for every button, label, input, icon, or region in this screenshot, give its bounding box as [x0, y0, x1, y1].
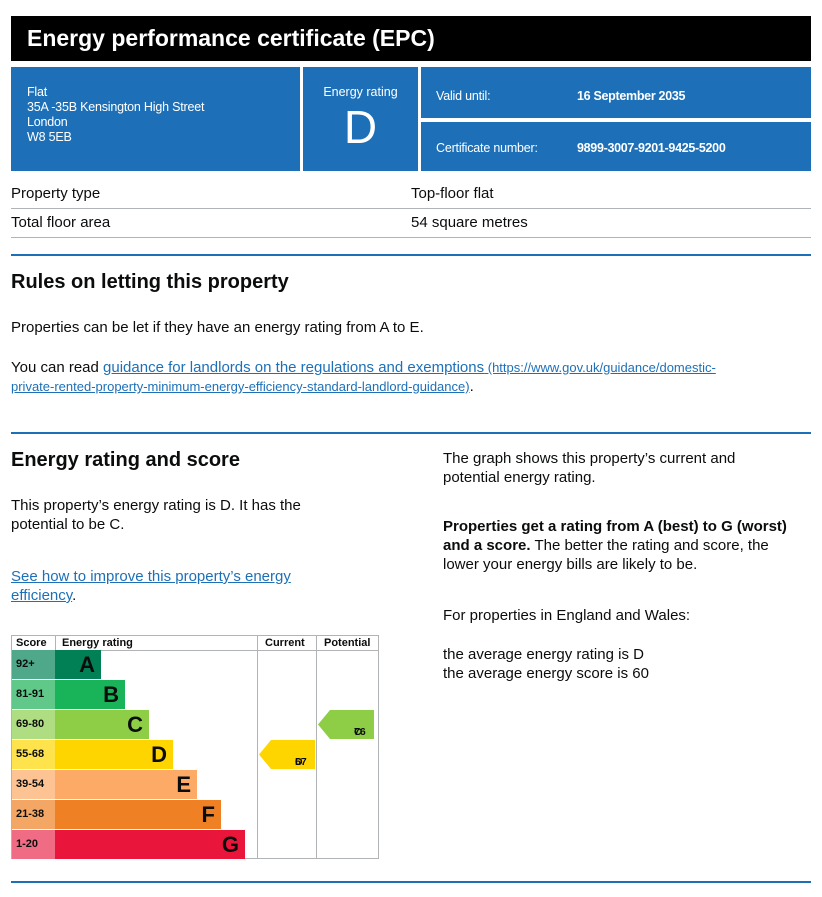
current-rating-arrow: 67 D	[259, 740, 315, 769]
landlord-guidance-link-text[interactable]: guidance for landlords on the regulation…	[103, 359, 485, 376]
rules-heading: Rules on letting this property	[11, 271, 289, 293]
average-score-line: the average energy score is 60	[443, 665, 649, 682]
band-letter-e: E	[176, 772, 191, 797]
rating-info-bold-1: Properties get a rating from A (best) to…	[443, 518, 787, 535]
floor-area-value: 54 square metres	[411, 214, 528, 231]
floor-area-label: Total floor area	[11, 214, 111, 231]
certificate-number-box: Certificate number: 9899-3007-9201-9425-…	[421, 122, 811, 171]
address-line-4: W8 5EB	[27, 130, 72, 144]
landlord-guidance-url-1[interactable]: (https://www.gov.uk/guidance/domestic-	[484, 360, 716, 375]
graph-explanation-line-1: The graph shows this property’s current …	[443, 450, 736, 467]
rating-info-bold-2: and a score.	[443, 537, 531, 554]
energy-rating-label: Energy rating	[323, 85, 398, 99]
current-rating-score: 67	[295, 756, 307, 768]
graph-header-divider	[12, 650, 378, 651]
graph-column-divider	[316, 636, 317, 858]
band-bar-d: D	[55, 740, 173, 769]
rules-paragraph-1: Properties can be let if they have an en…	[11, 319, 424, 336]
graph-explanation-line-2: potential energy rating.	[443, 469, 596, 486]
current-rating-letter: D	[295, 756, 303, 768]
band-score-d: 55-68	[12, 740, 55, 769]
property-type-value: Top-floor flat	[411, 185, 494, 202]
section-divider	[11, 881, 811, 883]
band-score-c: 69-80	[12, 710, 55, 739]
graph-header-current: Current	[265, 637, 305, 649]
section-divider	[11, 254, 811, 256]
address-line-1: Flat	[27, 85, 48, 99]
graph-column-divider	[55, 636, 56, 650]
address-box: Flat 35A -35B Kensington High Street Lon…	[11, 67, 300, 171]
band-bar-b: B	[55, 680, 125, 709]
rating-info-rest: The better the rating and score, the	[530, 537, 769, 554]
rules-para2-suffix: .	[469, 378, 474, 395]
address-line-2: 35A -35B Kensington High Street	[27, 100, 205, 114]
band-score-b: 81-91	[12, 680, 55, 709]
section-divider	[11, 432, 811, 434]
england-wales-label: For properties in England and Wales:	[443, 607, 691, 624]
band-score-a: 92+	[12, 650, 55, 679]
band-letter-c: C	[127, 712, 143, 737]
rules-para2-prefix: You can read	[11, 359, 104, 376]
valid-until-value: 16 September 2035	[577, 89, 686, 103]
rating-info-line-3: lower your energy bills are likely to be…	[443, 556, 698, 573]
rating-score-paragraph: This property’s energy rating is D. It h…	[11, 496, 411, 534]
improve-link-line-1[interactable]: See how to improve this property’s energ…	[11, 568, 291, 585]
improve-link-line-2[interactable]: efficiency	[11, 587, 73, 604]
page-title: Energy performance certificate (EPC)	[27, 25, 435, 51]
band-letter-d: D	[151, 742, 167, 767]
valid-until-label: Valid until:	[436, 89, 491, 103]
title-bar: Energy performance certificate (EPC)	[11, 16, 811, 61]
epc-rating-graph: Score Energy rating Current Potential 92…	[11, 635, 379, 859]
certificate-number-label: Certificate number:	[436, 141, 538, 155]
graph-header-rating: Energy rating	[62, 637, 133, 649]
band-letter-g: G	[221, 832, 239, 857]
valid-until-box: Valid until: 16 September 2035	[421, 67, 811, 118]
certificate-number-value: 9899-3007-9201-9425-5200	[577, 141, 726, 155]
band-bar-e: E	[55, 770, 197, 799]
address-line-3: London	[27, 115, 68, 129]
band-letter-b: B	[103, 682, 119, 707]
average-rating-paragraph: the average energy rating is D the avera…	[443, 645, 811, 683]
band-letter-a: A	[79, 652, 95, 677]
potential-rating-arrow: 76 C	[318, 710, 374, 739]
potential-rating-letter: C	[354, 726, 362, 738]
rating-score-line-1: This property’s energy rating is D. It h…	[11, 497, 301, 514]
band-bar-f: F	[55, 800, 221, 829]
band-bar-a: A	[55, 650, 101, 679]
rating-score-line-2: potential to be C.	[11, 516, 125, 533]
band-score-g: 1-20	[12, 830, 55, 859]
band-bar-c: C	[55, 710, 149, 739]
graph-header-potential: Potential	[324, 637, 371, 649]
energy-rating-value: D	[343, 101, 378, 153]
improve-efficiency-link[interactable]: See how to improve this property’s energ…	[11, 568, 291, 604]
property-type-label: Property type	[11, 185, 101, 202]
graph-column-divider	[257, 636, 258, 858]
graph-header-score: Score	[16, 637, 47, 649]
band-score-f: 21-38	[12, 800, 55, 829]
graph-explanation: The graph shows this property’s current …	[443, 449, 811, 487]
rules-paragraph-2: You can read guidance for landlords on t…	[11, 358, 811, 396]
band-score-e: 39-54	[12, 770, 55, 799]
floor-area-row: Total floor area 54 square metres	[11, 209, 811, 238]
improve-link-paragraph: See how to improve this property’s energ…	[11, 567, 411, 605]
energy-rating-box: Energy rating D	[303, 67, 418, 171]
landlord-guidance-url-2[interactable]: private-rented-property-minimum-energy-e…	[11, 379, 470, 394]
band-bar-g: G	[55, 830, 245, 859]
rating-info-paragraph: Properties get a rating from A (best) to…	[443, 517, 818, 574]
potential-arrow-shape	[318, 710, 374, 739]
improve-link-suffix: .	[72, 587, 77, 604]
average-rating-line: the average energy rating is D	[443, 646, 644, 663]
potential-rating-score: 76	[354, 726, 366, 738]
landlord-guidance-link[interactable]: guidance for landlords on the regulation…	[11, 359, 716, 395]
property-type-row: Property type Top-floor flat	[11, 180, 811, 209]
band-letter-f: F	[201, 802, 215, 827]
rating-score-heading: Energy rating and score	[11, 449, 240, 471]
current-arrow-shape	[259, 740, 315, 769]
